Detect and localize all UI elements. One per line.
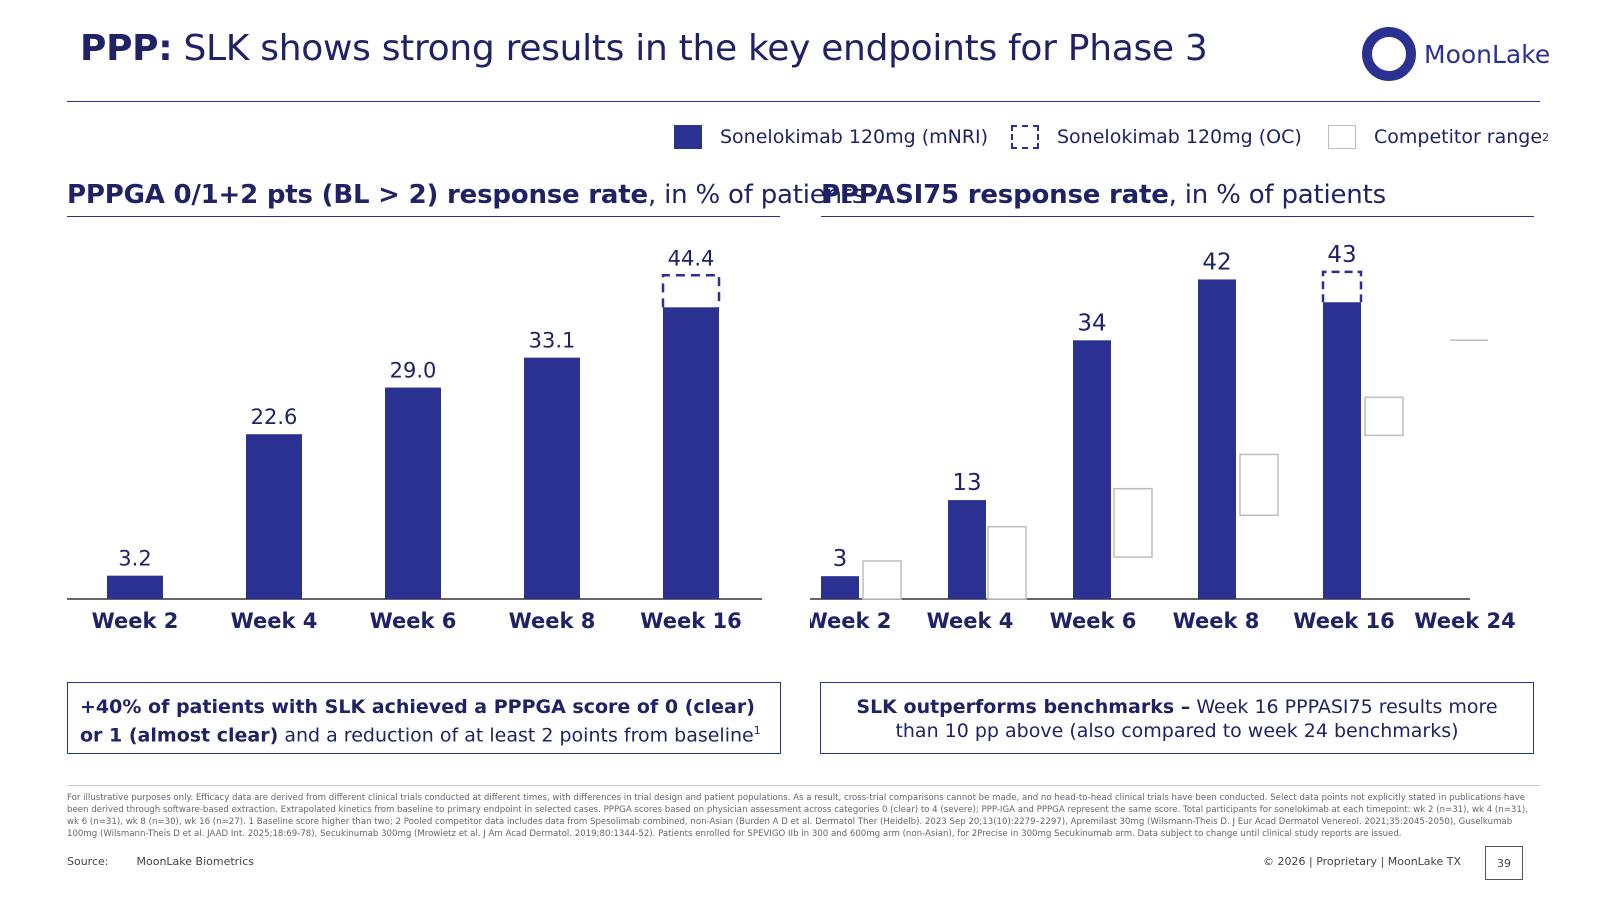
pppga-bar-chart: 3.2 Week 2 22.6 Week 4 29.0 Week 6 33.1 Week 8 4… [67,246,762,633]
bar-mnri-1 [107,575,163,599]
legend-label: Sonelokimab 120mg (mNRI) [720,126,989,148]
competitor-range-1 [862,560,902,600]
data-label: 43 [1327,242,1356,268]
moonlake-logo-icon [1362,27,1416,81]
legend-label: Sonelokimab 120mg (OC) [1057,126,1302,148]
x-tick-label: Week 6 [1050,609,1137,633]
right-callout-box: SLK outperforms benchmarks – Week 16 PPP… [820,682,1534,754]
legend-swatch-dashed [1011,125,1039,149]
x-tick-label: Week 24 [1414,609,1515,633]
bar-oc-5 [661,274,721,308]
x-tick-label: Week 2 [92,609,179,633]
data-label: 22.6 [251,405,298,429]
bar-mnri-4 [1198,279,1236,599]
x-tick-label: Week 4 [231,609,318,633]
bar-mnri-5 [1323,302,1361,599]
bar-mnri-3 [1073,340,1111,599]
bar-mnri-2 [948,500,986,599]
moonlake-logo: MoonLake [1362,27,1551,81]
logo-text: MoonLake [1424,39,1551,69]
left-chart-title-rule [67,216,780,217]
competitor-range-2 [987,525,1027,600]
legend-swatch-solid [674,125,702,149]
x-tick-label: Week 8 [1173,609,1260,633]
competitor-range-5 [1364,396,1404,437]
right-chart-title-rule [821,216,1534,217]
x-tick-label: Week 16 [1293,609,1394,633]
pppasi75-bar-chart: 3 Week 2 13 Week 4 34 Week 6 42 Week 8 43 Week 16… [810,242,1516,633]
x-tick-label: Week 16 [640,609,741,633]
x-tick-label: Week 2 [810,609,891,633]
competitor-range-4 [1239,453,1279,517]
legend-item-mnri: Sonelokimab 120mg (mNRI) [674,122,988,152]
x-tick-label: Week 4 [927,609,1014,633]
right-chart-title: PPPASI75 response rate, in % of patients [821,180,1386,210]
disclaimer-text: For illustrative purposes only. Efficacy… [67,793,1528,839]
header-rule [67,101,1540,102]
bar-mnri-5 [663,307,719,599]
legend-swatch-outline [1328,125,1356,149]
legend-item-competitor: Competitor range 2 [1328,122,1549,152]
bar-mnri-4 [524,357,580,599]
bar-mnri-1 [821,576,859,599]
data-label: 44.4 [668,246,715,270]
copyright-text: © 2026 | Proprietary | MoonLake TX [1263,855,1462,868]
bar-mnri-3 [385,387,441,599]
legend-superscript: 2 [1542,130,1550,144]
source-line: Source: MoonLake Biometrics [67,855,255,868]
x-tick-label: Week 8 [509,609,596,633]
data-label: 13 [952,470,981,496]
bar-mnri-2 [246,434,302,599]
data-label: 3.2 [118,547,151,571]
data-label: 3 [833,546,848,572]
data-label: 29.0 [390,359,437,383]
bar-oc-5 [1321,270,1363,303]
footer-rule [67,785,1540,786]
data-label: 34 [1077,310,1106,336]
x-tick-label: Week 6 [370,609,457,633]
data-label: 33.1 [529,329,576,353]
legend-label: Competitor range [1374,126,1543,148]
page-number: 39 [1485,846,1523,880]
left-chart-title: PPPGA 0/1+2 pts (BL > 2) response rate, … [67,180,866,210]
page-title: PPP: SLK shows strong results in the key… [80,28,1208,69]
left-callout-box: +40% of patients with SLK achieved a PPP… [67,682,781,754]
data-label: 42 [1202,249,1231,275]
competitor-range-3 [1113,487,1153,558]
legend-item-oc: Sonelokimab 120mg (OC) [1011,122,1302,152]
